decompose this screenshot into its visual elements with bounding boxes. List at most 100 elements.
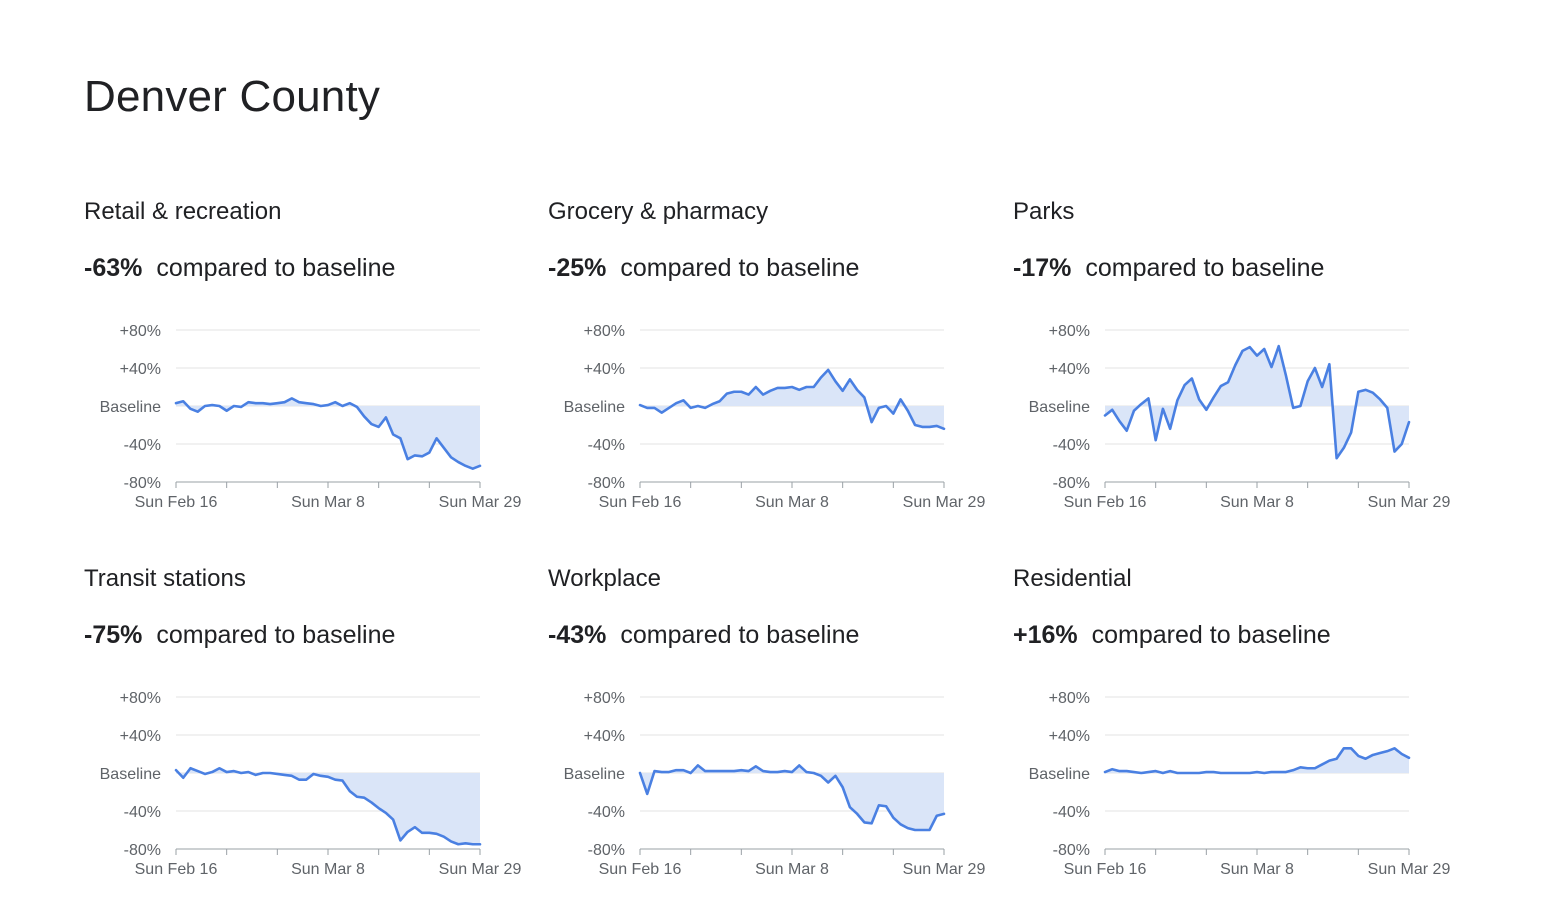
data-point bbox=[413, 825, 417, 829]
x-tick-label: Sun Mar 8 bbox=[291, 861, 365, 878]
data-point bbox=[768, 389, 772, 393]
data-point bbox=[652, 769, 656, 773]
data-point bbox=[1378, 397, 1382, 401]
x-tick-label: Sun Mar 29 bbox=[903, 494, 986, 511]
data-point bbox=[1219, 384, 1223, 388]
x-tick-label: Sun Mar 8 bbox=[291, 494, 365, 511]
change-caption: compared to baseline bbox=[620, 254, 860, 282]
data-point bbox=[870, 821, 874, 825]
data-point bbox=[268, 771, 272, 775]
chart-stat: -63% compared to baseline bbox=[84, 254, 395, 283]
data-point bbox=[384, 415, 388, 419]
data-point bbox=[804, 770, 808, 774]
data-point bbox=[340, 779, 344, 783]
data-point bbox=[304, 778, 308, 782]
data-point bbox=[1233, 363, 1237, 367]
data-point bbox=[398, 436, 402, 440]
data-point bbox=[812, 771, 816, 775]
data-point bbox=[1125, 429, 1129, 433]
data-point bbox=[652, 406, 656, 410]
chart-panel: Transit stations -75% compared to baseline… bbox=[84, 565, 534, 895]
data-point bbox=[196, 769, 200, 773]
data-point bbox=[232, 404, 236, 408]
data-point bbox=[275, 772, 279, 776]
data-point bbox=[1306, 766, 1310, 770]
data-point bbox=[340, 404, 344, 408]
data-point bbox=[312, 402, 316, 406]
data-point bbox=[899, 822, 903, 826]
data-point bbox=[718, 769, 722, 773]
data-point bbox=[478, 842, 482, 846]
y-tick-label: +80% bbox=[584, 690, 625, 707]
data-point bbox=[456, 460, 460, 464]
data-point bbox=[1248, 345, 1252, 349]
data-point bbox=[442, 446, 446, 450]
y-tick-label: -80% bbox=[1053, 842, 1090, 859]
data-point bbox=[732, 390, 736, 394]
data-point bbox=[913, 828, 917, 832]
data-point bbox=[710, 769, 714, 773]
chart-title: Parks bbox=[1013, 198, 1075, 225]
chart-title: Grocery & pharmacy bbox=[548, 198, 769, 225]
data-point bbox=[435, 832, 439, 836]
data-point bbox=[848, 377, 852, 381]
data-point bbox=[210, 403, 214, 407]
y-tick-label: -40% bbox=[588, 437, 625, 454]
data-point bbox=[718, 399, 722, 403]
y-tick-label: +80% bbox=[1049, 323, 1090, 340]
data-point bbox=[1110, 408, 1114, 412]
data-point bbox=[660, 411, 664, 415]
y-tick-label: Baseline bbox=[564, 399, 625, 416]
data-point bbox=[254, 401, 258, 405]
data-point bbox=[819, 774, 823, 778]
x-tick-label: Sun Mar 29 bbox=[439, 494, 522, 511]
change-caption: compared to baseline bbox=[1091, 621, 1331, 649]
x-tick-label: Sun Mar 8 bbox=[1220, 861, 1294, 878]
data-point bbox=[326, 403, 330, 407]
change-percent: -25% bbox=[548, 254, 607, 282]
data-point bbox=[1393, 450, 1397, 454]
data-point bbox=[1320, 762, 1324, 766]
data-point bbox=[1313, 766, 1317, 770]
data-point bbox=[855, 812, 859, 816]
data-point bbox=[1277, 770, 1281, 774]
change-percent: -75% bbox=[84, 621, 143, 649]
data-point bbox=[225, 409, 229, 413]
data-point bbox=[1342, 746, 1346, 750]
data-point bbox=[348, 789, 352, 793]
y-tick-label: -80% bbox=[124, 475, 161, 492]
chart-panel: Grocery & pharmacy -25% compared to baseli… bbox=[548, 198, 998, 528]
data-point bbox=[855, 388, 859, 392]
data-point bbox=[254, 773, 258, 777]
data-point bbox=[1277, 344, 1281, 348]
data-point bbox=[790, 385, 794, 389]
data-point bbox=[449, 839, 453, 843]
data-point bbox=[754, 385, 758, 389]
x-tick-label: Sun Mar 8 bbox=[755, 861, 829, 878]
data-point bbox=[174, 401, 178, 405]
data-point bbox=[1117, 769, 1121, 773]
y-tick-label: Baseline bbox=[564, 766, 625, 783]
data-point bbox=[427, 451, 431, 455]
data-point bbox=[268, 402, 272, 406]
data-point bbox=[355, 795, 359, 799]
line-chart: +80% +40% Baseline -40% -80% Sun Feb 16 Sun Ma… bbox=[1029, 323, 1451, 511]
data-point bbox=[1197, 771, 1201, 775]
series-line bbox=[174, 397, 482, 470]
series-line bbox=[1103, 344, 1411, 460]
y-tick-label: Baseline bbox=[1029, 399, 1090, 416]
data-point bbox=[667, 770, 671, 774]
data-point bbox=[225, 770, 229, 774]
data-point bbox=[1298, 765, 1302, 769]
data-point bbox=[1226, 771, 1230, 775]
data-point bbox=[761, 393, 765, 397]
data-point bbox=[1335, 456, 1339, 460]
data-point bbox=[1154, 438, 1158, 442]
data-point bbox=[1306, 379, 1310, 383]
data-point bbox=[456, 842, 460, 846]
data-point bbox=[1364, 757, 1368, 761]
data-point bbox=[312, 772, 316, 776]
data-point bbox=[1291, 406, 1295, 410]
series-line bbox=[174, 766, 482, 846]
change-percent: -17% bbox=[1013, 254, 1072, 282]
